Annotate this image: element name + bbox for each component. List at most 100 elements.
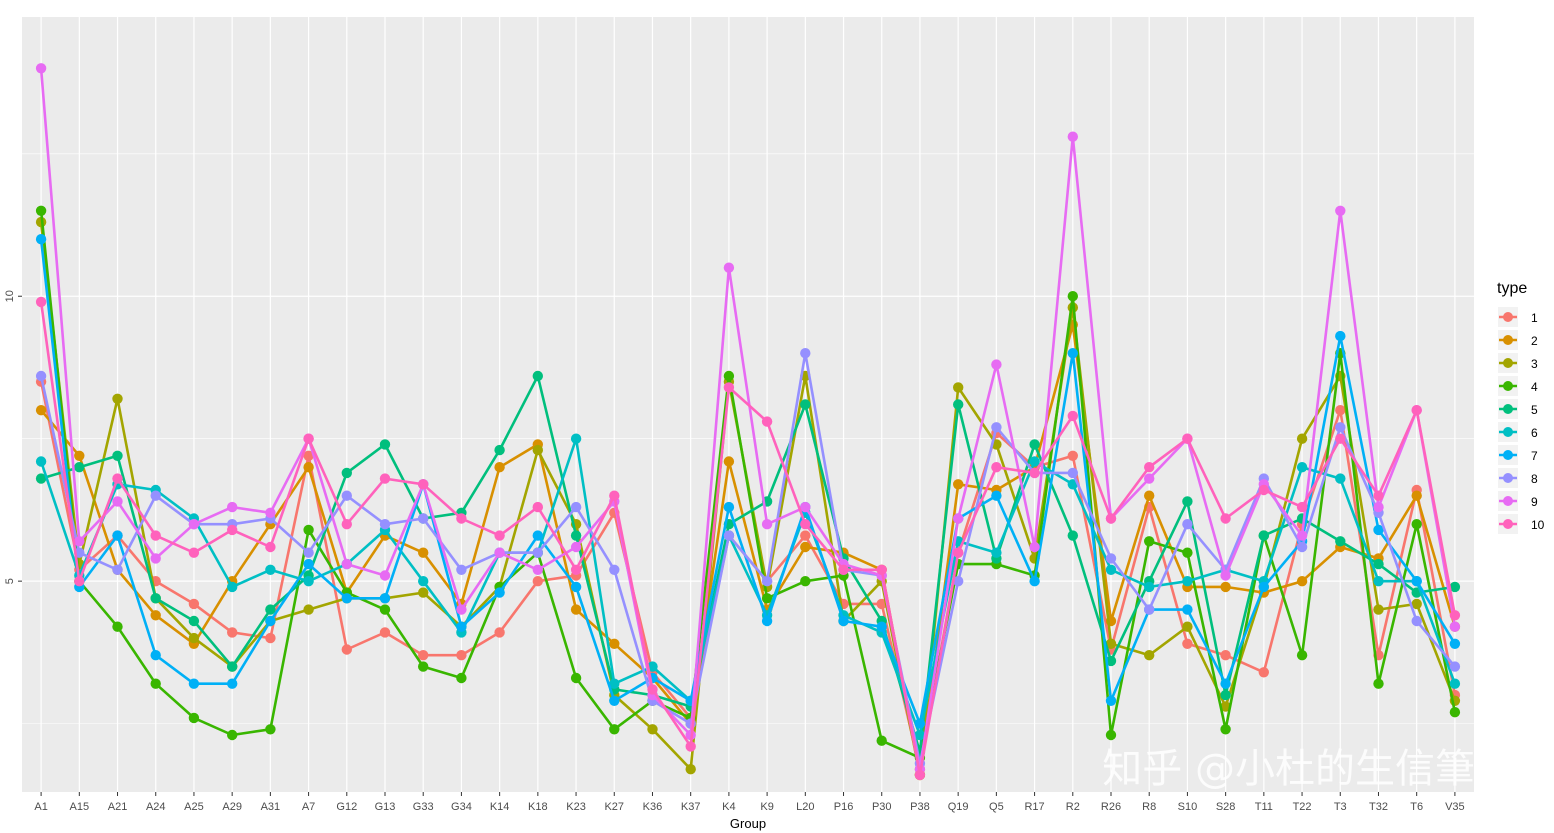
data-point: [953, 547, 964, 558]
data-point: [265, 507, 276, 518]
data-point: [456, 513, 467, 524]
x-tick-label: A7: [302, 801, 315, 813]
data-point: [876, 621, 887, 632]
legend-key-point: [1503, 358, 1513, 368]
data-point: [379, 627, 391, 638]
data-point: [953, 399, 964, 410]
data-point: [303, 450, 314, 461]
data-point: [74, 450, 85, 461]
legend-label: 1: [1531, 311, 1538, 325]
data-point: [418, 547, 429, 558]
data-point: [1373, 678, 1384, 689]
data-point: [1335, 536, 1346, 547]
x-tick-label: G12: [336, 801, 357, 813]
legend-key-point: [1503, 404, 1513, 414]
data-point: [74, 536, 85, 547]
data-point: [150, 610, 161, 621]
data-point: [761, 576, 773, 587]
legend-item: 7: [1498, 445, 1538, 465]
data-point: [570, 604, 582, 615]
x-tick-label: Q5: [989, 801, 1004, 813]
series-10: [35, 296, 1461, 781]
data-point: [1105, 513, 1117, 524]
data-point: [1335, 422, 1346, 433]
data-point: [188, 712, 200, 724]
data-point: [227, 627, 238, 638]
data-point: [418, 513, 429, 524]
data-point: [800, 530, 811, 541]
data-point: [1373, 524, 1384, 536]
data-point: [379, 439, 391, 450]
data-point: [1067, 131, 1079, 142]
x-tick-label: T3: [1334, 801, 1347, 813]
data-point: [35, 296, 47, 308]
data-point: [265, 632, 276, 644]
data-point: [188, 678, 200, 689]
data-point: [1373, 490, 1384, 501]
x-tick-label: Q19: [948, 801, 969, 813]
legend-item: 6: [1498, 422, 1538, 442]
y-tick-label: 10: [4, 290, 16, 302]
data-point: [1335, 433, 1346, 444]
data-point: [1335, 330, 1346, 342]
data-point: [953, 576, 964, 587]
data-point: [1144, 473, 1155, 484]
data-point: [761, 519, 773, 530]
data-point: [532, 530, 543, 541]
data-point: [150, 553, 161, 564]
series-line: [39, 301, 1457, 777]
data-point: [1296, 541, 1308, 553]
data-point: [1029, 456, 1040, 467]
data-point: [494, 547, 505, 558]
data-point: [456, 621, 467, 632]
legend-label: 9: [1531, 495, 1538, 509]
data-point: [723, 501, 735, 513]
x-tick-label: A21: [108, 801, 128, 813]
data-point: [303, 433, 314, 444]
data-point: [647, 661, 658, 672]
series-lines: [35, 63, 1461, 781]
legend-key-point: [1503, 519, 1513, 529]
series-line: [39, 68, 1457, 771]
data-point: [1449, 581, 1461, 593]
data-point: [303, 524, 314, 536]
legend-key-point: [1503, 450, 1513, 460]
data-point: [800, 519, 811, 530]
data-point: [991, 462, 1002, 473]
data-point: [1373, 604, 1384, 615]
data-point: [1144, 581, 1155, 593]
data-point: [1449, 707, 1461, 718]
data-point: [35, 234, 47, 245]
legend-label: 4: [1531, 380, 1538, 394]
x-tick-label: A31: [261, 801, 281, 813]
data-point: [532, 501, 543, 513]
data-point: [570, 672, 582, 684]
data-point: [379, 570, 391, 581]
data-point: [570, 530, 582, 541]
data-point: [1105, 553, 1117, 564]
data-point: [914, 718, 926, 729]
data-point: [379, 604, 391, 615]
data-point: [1373, 501, 1384, 513]
data-point: [379, 593, 391, 604]
data-point: [532, 444, 543, 456]
data-point: [609, 564, 620, 575]
x-tick-label: R17: [1024, 801, 1044, 813]
data-point: [418, 576, 429, 587]
data-point: [1411, 598, 1422, 610]
x-tick-label: A24: [146, 801, 166, 813]
data-point: [227, 524, 238, 536]
legend-title: type: [1497, 280, 1527, 297]
data-point: [494, 587, 505, 598]
x-tick-label: S10: [1178, 801, 1198, 813]
x-tick-label: P16: [834, 801, 854, 813]
data-point: [456, 604, 467, 615]
data-point: [1335, 205, 1346, 216]
data-point: [647, 724, 658, 735]
data-point: [1105, 564, 1117, 575]
data-point: [112, 621, 123, 632]
data-point: [35, 370, 47, 382]
data-point: [150, 490, 161, 501]
data-point: [991, 490, 1002, 501]
x-tick-label: K27: [604, 801, 624, 813]
